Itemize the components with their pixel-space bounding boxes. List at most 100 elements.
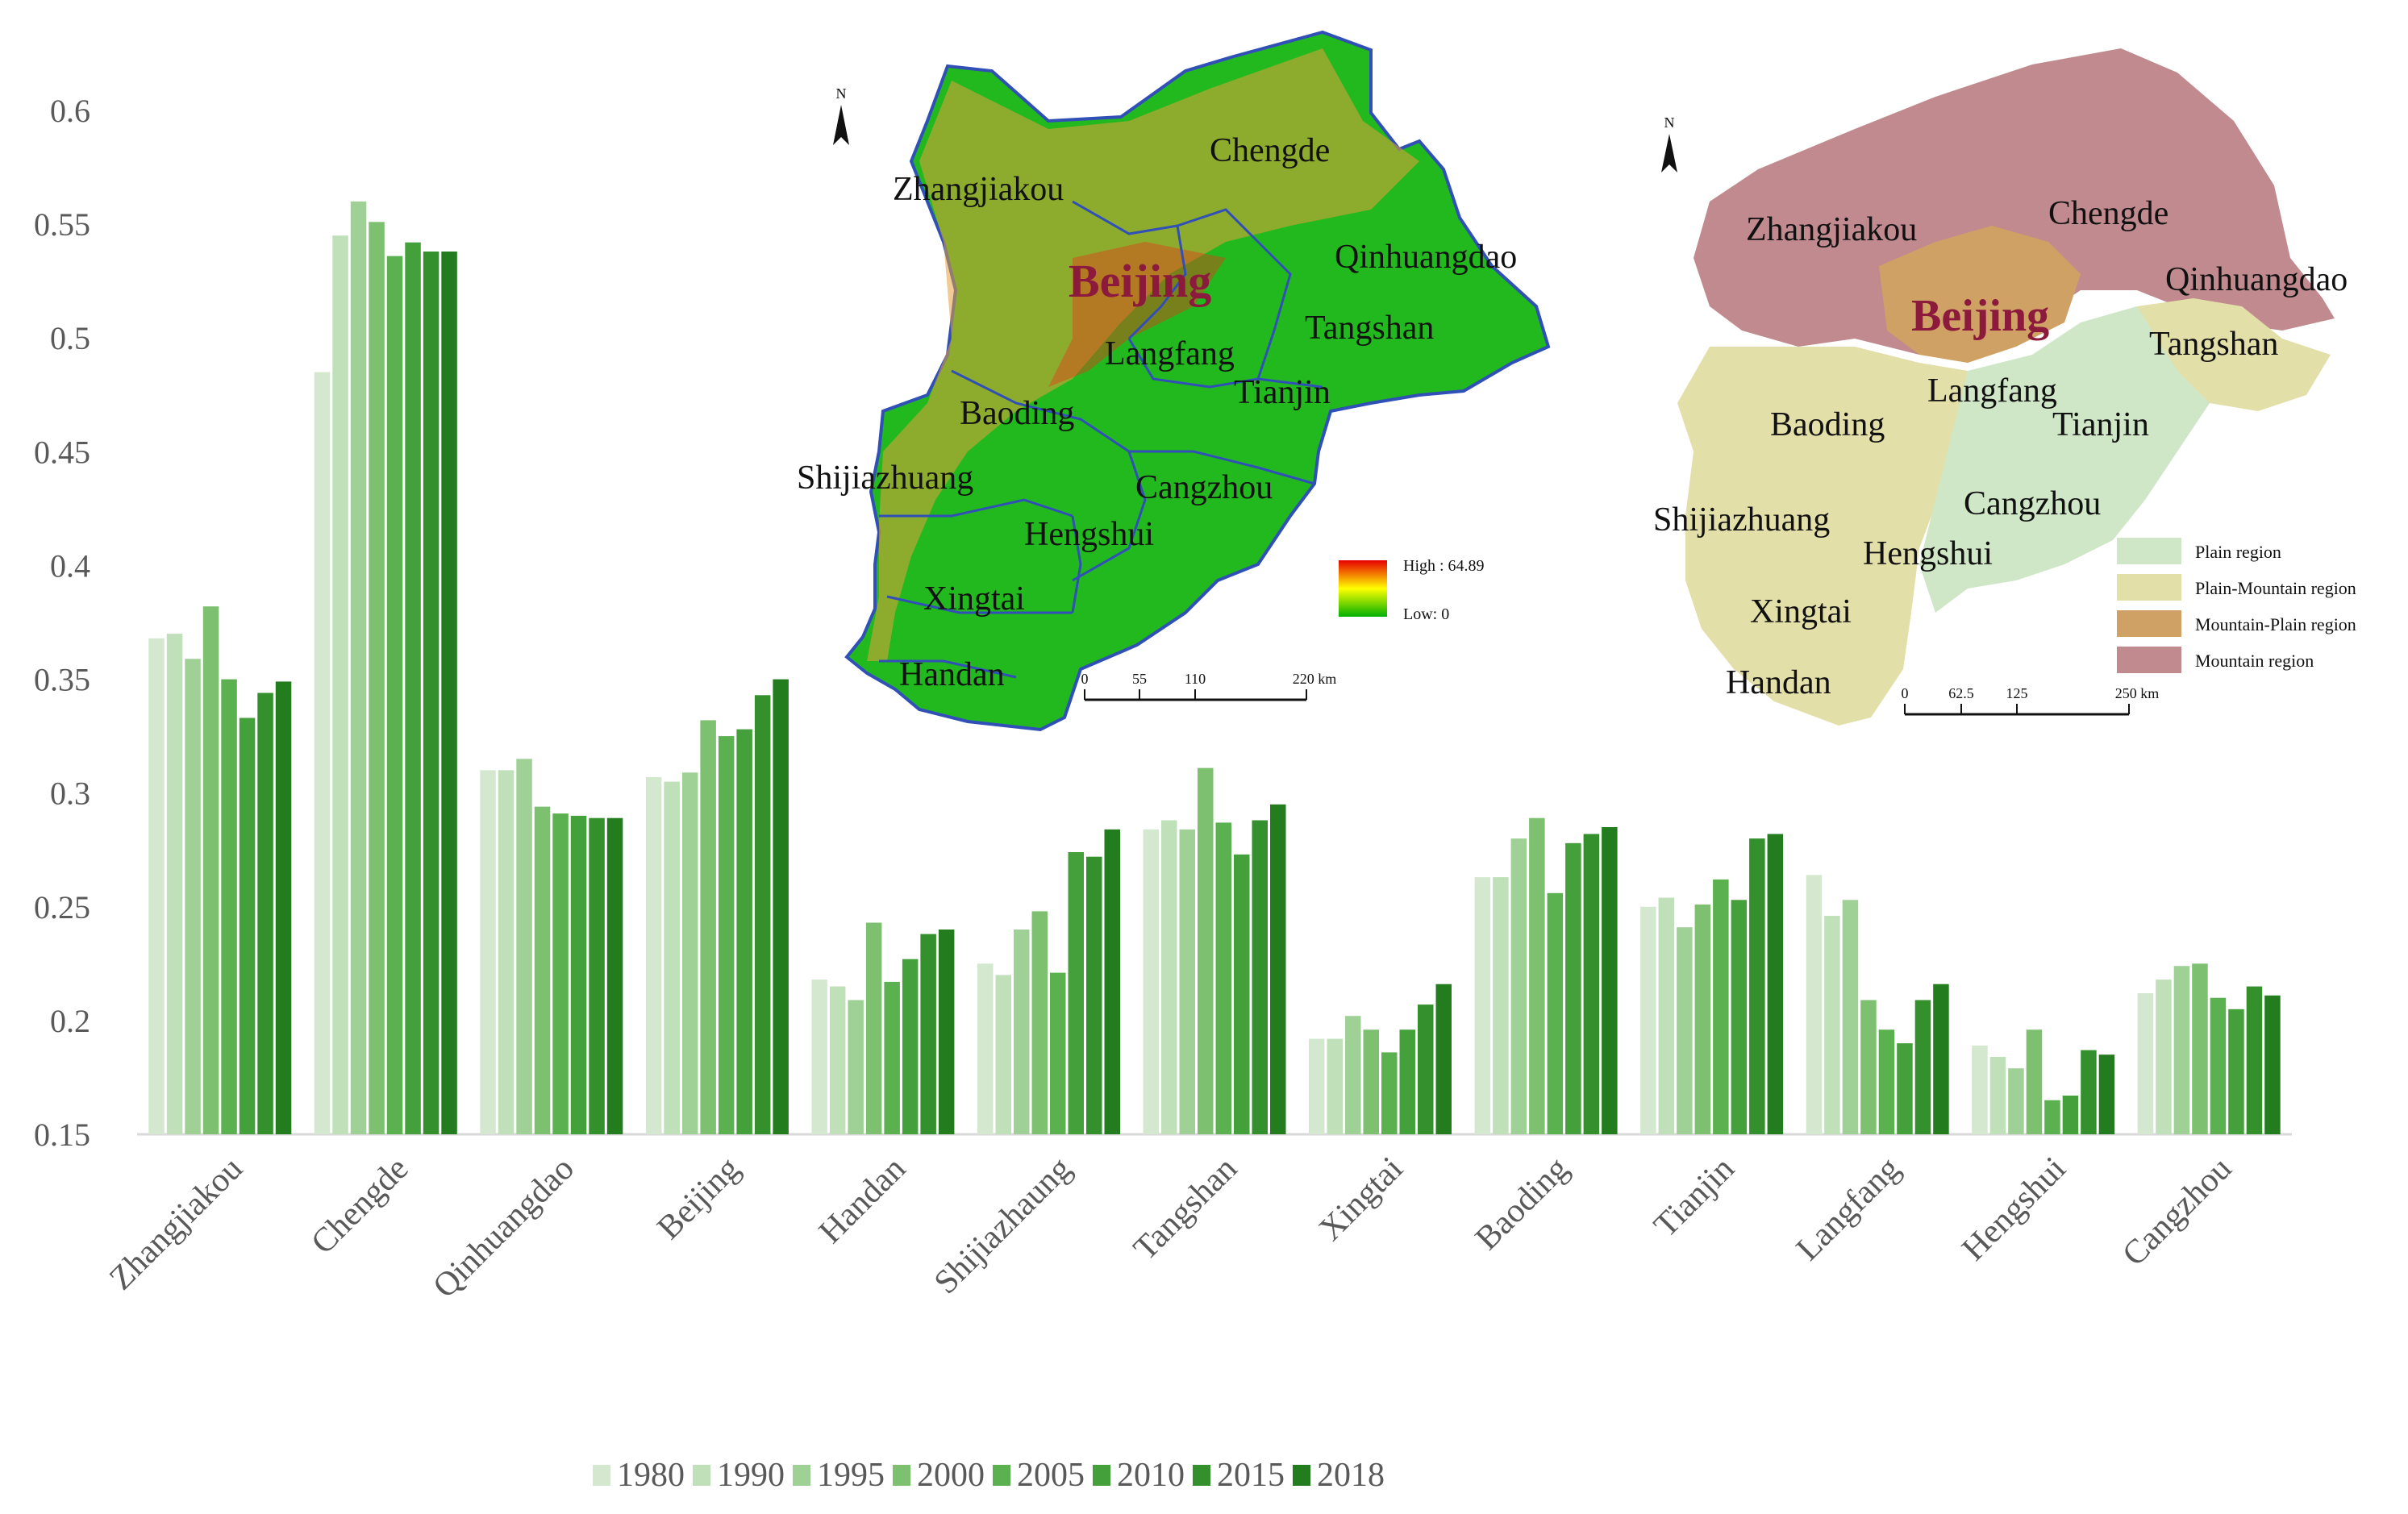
bar (1933, 984, 1949, 1134)
y-tick-label: 0.15 (34, 1117, 90, 1153)
bar (1215, 822, 1231, 1134)
svg-text:Plain region: Plain region (2195, 542, 2281, 562)
bar (1381, 1052, 1398, 1134)
y-tick-label: 0.35 (34, 662, 90, 698)
bar (1345, 1016, 1361, 1134)
map-label: Shijiazhuang (797, 460, 973, 497)
y-axis: 0.15 0.2 0.25 0.3 0.35 0.4 0.45 0.5 0.55 0.6 (34, 93, 90, 1153)
bar (681, 772, 698, 1134)
legend-swatch (993, 1465, 1010, 1486)
map-label: Cangzhou (1135, 469, 1273, 506)
y-tick-label: 0.4 (50, 547, 90, 584)
bar (1749, 838, 1765, 1134)
legend-swatch (1193, 1465, 1210, 1486)
bar (773, 679, 789, 1134)
bar (221, 679, 237, 1134)
inset-map-elevation: N Zhangjiakou Chengde Beijing Qinhuangda… (797, 30, 1551, 732)
bar (1547, 892, 1564, 1134)
bar (754, 695, 771, 1134)
map-region-legend: Plain region Plain-Mountain region Mount… (2117, 538, 2356, 673)
bar (386, 256, 403, 1135)
bar (829, 986, 846, 1134)
bar (736, 729, 752, 1134)
svg-text:125: 125 (2006, 685, 2028, 701)
bar (718, 736, 735, 1134)
x-tick-label: Langfang (1789, 1150, 1907, 1268)
bar (1418, 1004, 1434, 1134)
bar (1493, 877, 1509, 1134)
bar (148, 638, 165, 1134)
legend-label: 2010 (1117, 1457, 1185, 1494)
bar (1234, 854, 1250, 1134)
map-label: Tianjin (1234, 374, 1331, 411)
svg-text:62.5: 62.5 (1948, 685, 1974, 701)
map-label: Tianjin (2052, 406, 2149, 443)
bar (480, 770, 496, 1134)
map-label: Beijing (1911, 291, 2049, 341)
x-tick-label: Hengshui (1955, 1150, 2073, 1268)
bar (1363, 1029, 1379, 1134)
svg-text:110: 110 (1185, 671, 1206, 687)
legend-swatch (1293, 1465, 1310, 1486)
map-region-plain-mountain (1677, 298, 2331, 726)
bar (1731, 900, 1748, 1134)
map-label: Xingtai (1750, 593, 1852, 630)
y-tick-label: 0.2 (50, 1003, 90, 1039)
x-tick-label: Qinhuangdao (426, 1150, 581, 1306)
bar (257, 693, 273, 1134)
bar (1565, 842, 1581, 1134)
bar (1031, 911, 1048, 1134)
bar (2192, 963, 2208, 1134)
map-label: Langfang (1105, 335, 1235, 372)
scale-bar: 0 55 110 220 km (1081, 671, 1337, 701)
bar (1658, 897, 1675, 1134)
bar (1914, 1000, 1931, 1134)
map-highland-band (867, 48, 1419, 661)
bar (1179, 829, 1195, 1134)
bar (1435, 984, 1452, 1134)
bar (1583, 834, 1600, 1134)
bar (570, 815, 587, 1134)
bar (1309, 1038, 1325, 1134)
district-borders (879, 200, 1323, 679)
bar (405, 242, 421, 1135)
y-tick-label: 0.6 (50, 93, 90, 129)
bar (202, 606, 219, 1134)
y-tick-label: 0.55 (34, 206, 90, 243)
bar (166, 634, 183, 1134)
bar (2008, 1068, 2024, 1134)
bar (995, 975, 1011, 1134)
map-label: Chengde (1210, 132, 1330, 169)
legend-label: 2015 (1217, 1457, 1285, 1494)
bar (1270, 804, 1286, 1134)
svg-text:55: 55 (1132, 671, 1147, 687)
map-label: Hengshui (1863, 535, 1993, 572)
legend-label: 1995 (817, 1457, 885, 1494)
legend-swatch (693, 1465, 710, 1486)
map-label: Zhangjiakou (1746, 211, 1917, 248)
legend-swatch (593, 1465, 610, 1486)
legend-label: 1980 (617, 1457, 685, 1494)
x-tick-label: Shijiazhaung (927, 1150, 1079, 1302)
bar (902, 959, 919, 1134)
map-label: Hengshui (1024, 516, 1154, 553)
bar (2098, 1054, 2115, 1134)
north-arrow: N (833, 85, 849, 145)
map-label: Beijing (1069, 255, 1211, 307)
bar (2173, 966, 2190, 1134)
x-tick-label: Chengde (304, 1150, 415, 1262)
map-label: Baoding (1770, 406, 1885, 443)
svg-text:N: N (836, 85, 847, 102)
bar (1860, 1000, 1877, 1134)
bar (239, 717, 256, 1134)
x-tick-label: Handan (812, 1150, 913, 1251)
svg-text:220 km: 220 km (1293, 671, 1337, 687)
bar (1806, 875, 1823, 1134)
y-tick-label: 0.5 (50, 320, 90, 356)
svg-text:Low: 0: Low: 0 (1403, 605, 1449, 623)
legend-swatch (793, 1465, 810, 1486)
map-label: Xingtai (923, 580, 1025, 618)
bar (1252, 820, 1268, 1134)
x-tick-label: Beijing (650, 1150, 747, 1247)
